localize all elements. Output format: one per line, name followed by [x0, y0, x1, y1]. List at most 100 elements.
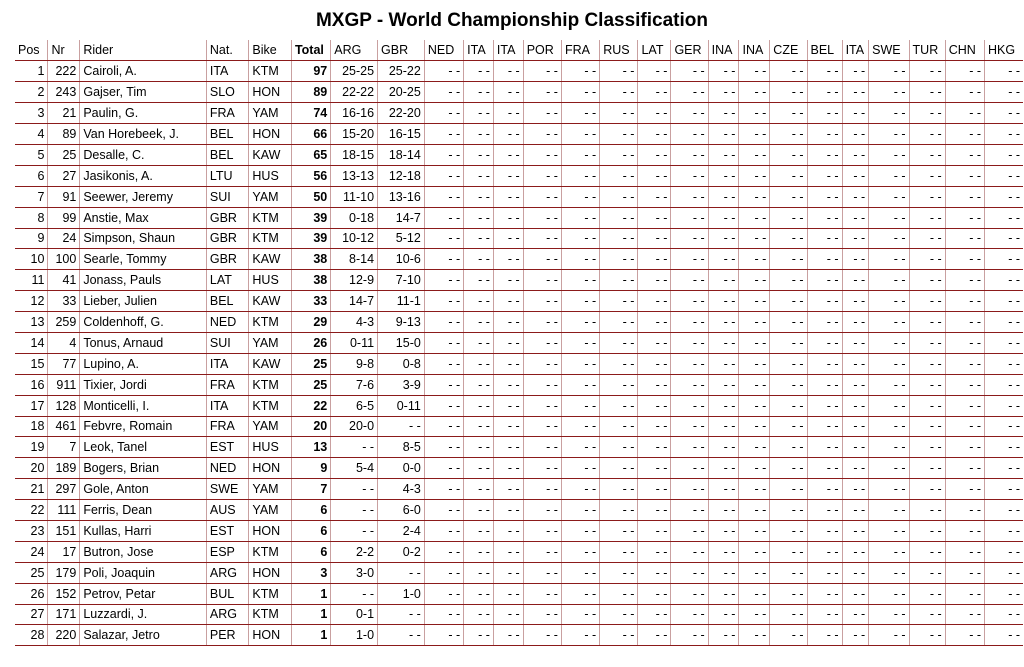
table-row: 4 89 Van Horebeek, J. BEL HON 66 15-20 16-15- -… [15, 123, 1023, 145]
column-header: POR [522, 40, 562, 62]
result-cell: - - [637, 311, 671, 333]
result-cell: - - [522, 353, 562, 375]
total-cell: 1 [290, 624, 331, 647]
result-cell: - - [908, 583, 946, 605]
column-header: ARG [330, 40, 378, 62]
nr-cell: 128 [47, 395, 80, 417]
result-cell: - - [908, 416, 946, 438]
result-cell: 18-14 [377, 144, 425, 166]
result-cell: - - [944, 478, 985, 501]
bike-cell: HON [248, 624, 292, 647]
result-cell: - - [769, 395, 807, 417]
nat-cell: BEL [205, 144, 249, 166]
table-row: 24 17 Butron, Jose ESP KTM 6 2-2 0-2- -- -- -- … [15, 541, 1023, 563]
result-cell: - - [908, 207, 946, 229]
result-cell: 15-20 [330, 123, 378, 145]
column-header: HKG [984, 40, 1023, 62]
result-cell: - - [984, 562, 1023, 584]
result-cell: - - [707, 60, 739, 83]
result-cell: - - [637, 353, 671, 375]
result-cell: 10-12 [330, 228, 378, 250]
nr-cell: 25 [47, 144, 80, 166]
result-cell: - - [908, 248, 946, 271]
result-cell: 0-8 [377, 353, 425, 375]
result-cell: - - [599, 541, 638, 563]
result-cell: - - [670, 374, 709, 396]
result-cell: - - [944, 102, 985, 125]
result-cell: - - [599, 290, 638, 313]
total-cell: 25 [290, 374, 331, 396]
result-cell: - - [841, 624, 869, 647]
nat-cell: BEL [205, 123, 249, 145]
result-cell: - - [806, 624, 843, 647]
result-cell: - - [944, 353, 985, 375]
total-cell: 1 [290, 583, 331, 605]
result-cell: - - [868, 332, 910, 354]
nr-cell: 461 [47, 416, 80, 438]
table-row: 10 100 Searle, Tommy GBR KAW 38 8-14 10-6- -- -… [15, 248, 1023, 271]
result-cell: 0-0 [377, 457, 425, 480]
result-cell: - - [806, 332, 843, 354]
result-cell: - - [868, 165, 910, 187]
result-cell: 3-9 [377, 374, 425, 396]
table-row: 23 151 Kullas, Harri EST HON 6- -2-4- -- -- -… [15, 520, 1023, 542]
nat-cell: ARG [205, 562, 249, 584]
result-cell: - - [841, 541, 869, 563]
result-cell: - - [769, 520, 807, 542]
result-cell: - - [984, 207, 1023, 229]
result-cell: - - [944, 186, 985, 208]
result-cell: - - [463, 207, 494, 229]
table-row: 6 27 Jasikonis, A. LTU HUS 56 13-13 12-18- -- -… [15, 165, 1023, 187]
result-cell: - - [522, 562, 562, 584]
result-cell: - - [769, 81, 807, 104]
result-cell: - - [560, 457, 600, 480]
classification-table: Pos Nr Rider Nat. Bike Total ARG GBR NED ITA ITA PO… [15, 40, 1023, 647]
result-cell: - - [492, 102, 524, 125]
result-cell: - - [423, 144, 464, 166]
nr-cell: 77 [47, 353, 80, 375]
result-cell: - - [806, 583, 843, 605]
result-cell: - - [769, 562, 807, 584]
bike-cell: KAW [248, 353, 292, 375]
rider-cell: Kullas, Harri [79, 520, 207, 542]
result-cell: - - [637, 624, 671, 647]
nat-cell: SUI [205, 186, 249, 208]
rider-cell: Jasikonis, A. [79, 165, 207, 187]
result-cell: - - [707, 374, 739, 396]
result-cell: - - [944, 248, 985, 271]
rider-cell: Jonass, Pauls [79, 269, 207, 292]
result-cell: - - [769, 436, 807, 459]
rider-cell: Luzzardi, J. [79, 604, 207, 626]
result-cell: - - [984, 353, 1023, 375]
result-cell: - - [707, 499, 739, 521]
rider-cell: Poli, Joaquin [79, 562, 207, 584]
nat-cell: ITA [205, 353, 249, 375]
result-cell: - - [492, 353, 524, 375]
column-header: GER [670, 40, 709, 62]
result-cell: - - [522, 604, 562, 626]
result-cell: - - [423, 374, 464, 396]
total-cell: 56 [290, 165, 331, 187]
rider-cell: Petrov, Petar [79, 583, 207, 605]
result-cell: 1-0 [330, 624, 378, 647]
table-row: 5 25 Desalle, C. BEL KAW 65 18-15 18-14- -- -- … [15, 144, 1023, 166]
result-cell: - - [984, 228, 1023, 250]
result-cell: - - [769, 290, 807, 313]
result-cell: - - [984, 60, 1023, 83]
column-header: SWE [868, 40, 910, 62]
result-cell: - - [868, 144, 910, 166]
result-cell: - - [806, 165, 843, 187]
result-cell: - - [707, 353, 739, 375]
total-cell: 6 [290, 520, 331, 542]
result-cell: - - [944, 583, 985, 605]
result-cell: 25-22 [377, 60, 425, 83]
nr-cell: 24 [47, 228, 80, 250]
result-cell: - - [560, 520, 600, 542]
total-cell: 39 [290, 207, 331, 229]
column-header: CZE [769, 40, 807, 62]
result-cell: - - [841, 457, 869, 480]
column-header: ITA [463, 40, 494, 62]
result-cell: - - [738, 290, 770, 313]
result-cell: 5-4 [330, 457, 378, 480]
result-cell: - - [707, 624, 739, 647]
